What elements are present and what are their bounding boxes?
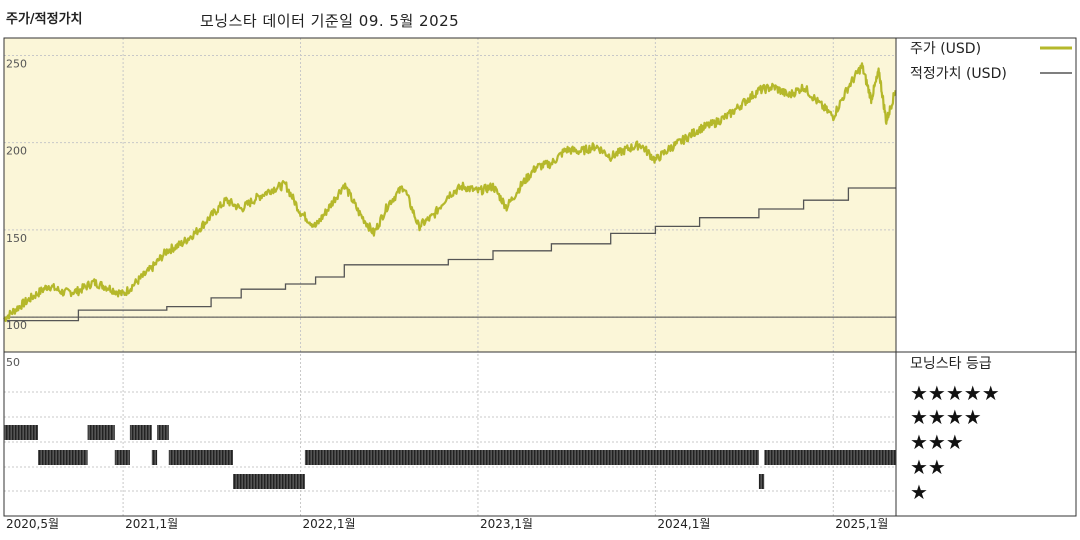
rating-bar-3-star	[129, 425, 152, 440]
fair-value-series	[4, 187, 896, 322]
legend-star-3: ★★★	[910, 430, 964, 454]
x-tick-label: 2025,1월	[835, 517, 888, 531]
rating-bar-2-star	[38, 450, 88, 465]
price-line	[3, 62, 897, 322]
x-tick-label: 2021,1월	[125, 517, 178, 531]
y-tick-label: 200	[6, 145, 27, 158]
x-tick-label: 2023,1월	[480, 517, 533, 531]
chart-frame	[3, 37, 1077, 517]
rating-bar-2-star	[304, 450, 759, 465]
legend-fairvalue-label: 적정가치 (USD)	[910, 66, 1007, 82]
grid	[4, 38, 896, 516]
rating-bar-3-star	[87, 425, 115, 440]
rating-bar-2-star	[151, 450, 158, 465]
legend-rating-title: 모닝스타 등급	[910, 356, 992, 372]
y-tick-label: 150	[6, 232, 27, 245]
rating-bar-3-star	[157, 425, 169, 440]
rating-bar-2-star	[764, 450, 896, 465]
legend-star-2: ★★	[910, 455, 946, 479]
x-tick-label: 2024,1월	[657, 517, 710, 531]
y-tick-label: 250	[6, 57, 27, 70]
chart-title: 주가/적정가치	[6, 12, 83, 27]
fair-value-line	[4, 187, 896, 322]
x-tick-label: 2022,1월	[303, 517, 356, 531]
legend-star-4: ★★★★	[910, 405, 982, 429]
rating-bar-3-star	[4, 425, 38, 440]
outer-frame	[3, 37, 1077, 517]
rating-y-tick: 50	[6, 356, 20, 369]
rating-bar-2-star	[168, 450, 233, 465]
rating-bar-1-star	[758, 474, 765, 489]
legend-star-1: ★	[910, 480, 928, 504]
rating-bars	[4, 425, 896, 489]
rating-bar-1-star	[233, 474, 305, 489]
legend: 주가 (USD) 적정가치 (USD) 모닝스타 등급 ★★★★★ ★★★★ ★…	[910, 41, 1072, 504]
data-date-subtitle: 모닝스타 데이터 기준일 09. 5월 2025	[200, 12, 460, 30]
price-series	[3, 62, 897, 322]
legend-price-label: 주가 (USD)	[910, 41, 981, 57]
x-tick-label: 2020,5월	[6, 517, 59, 531]
y-tick-label: 100	[6, 319, 27, 332]
rating-bar-2-star	[114, 450, 130, 465]
legend-star-5: ★★★★★	[910, 381, 1000, 405]
axis-labels: 2020,5월 2021,1월 2022,1월 2023,1월 2024,1월 2025,…	[6, 57, 888, 531]
